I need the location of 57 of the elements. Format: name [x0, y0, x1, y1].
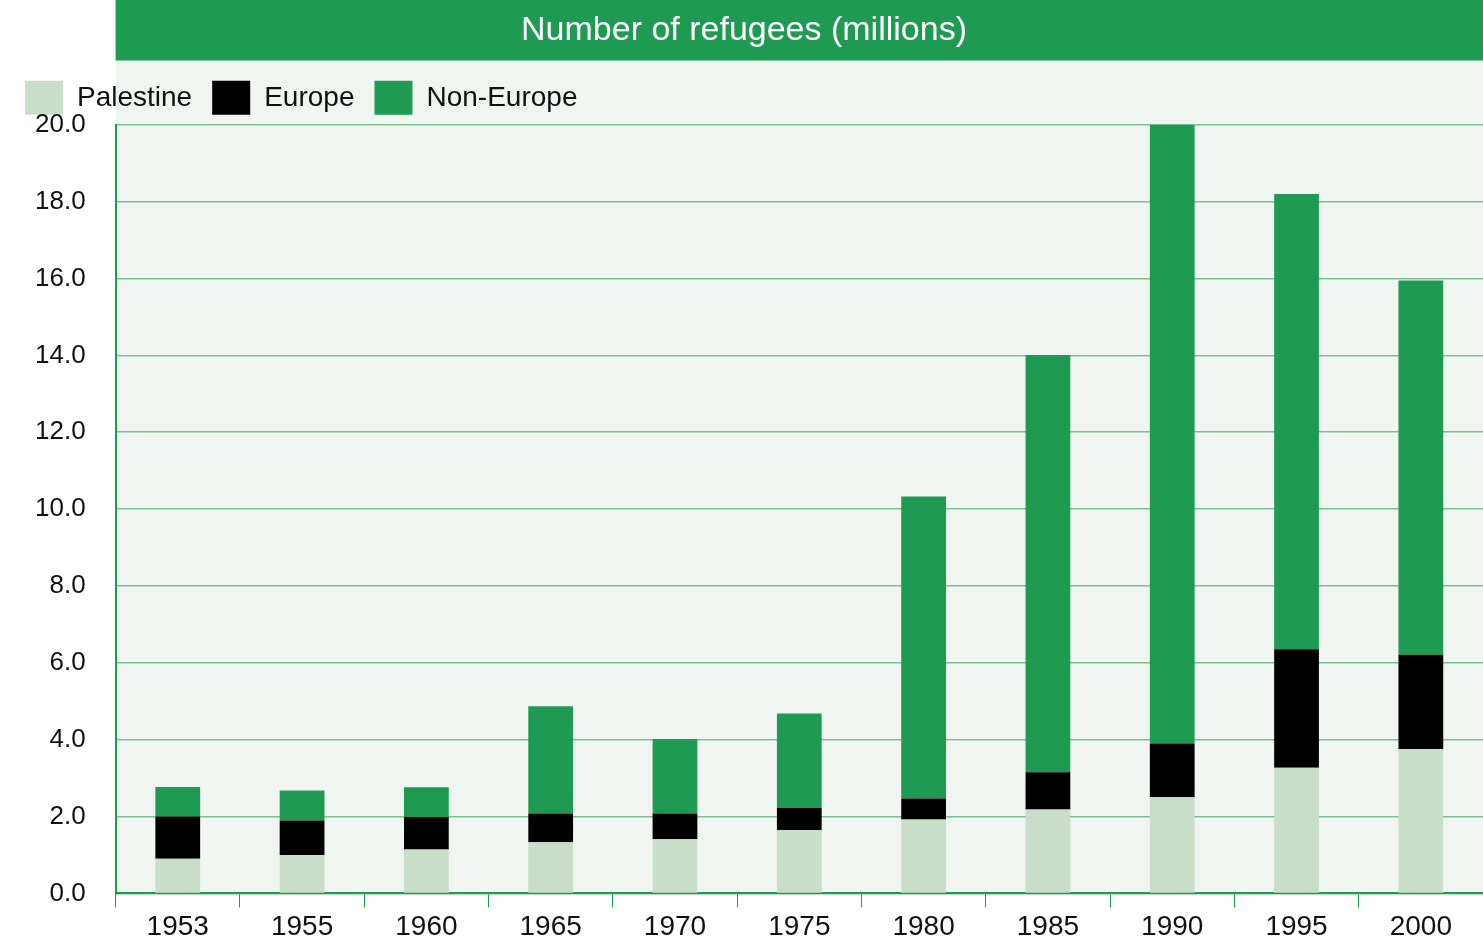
x-tick-label: 1965: [519, 909, 582, 941]
y-tick-label: 12.0: [34, 415, 86, 446]
bar: [528, 842, 574, 893]
bar: [279, 790, 325, 821]
bar: [901, 819, 946, 893]
bar: [155, 858, 201, 893]
x-tick-label: 1960: [395, 909, 458, 941]
bar: [652, 738, 698, 814]
bar: [1274, 767, 1319, 893]
bar: [528, 813, 574, 843]
x-tick-label: 1990: [1141, 909, 1204, 941]
bar: [1274, 649, 1319, 768]
y-tick-label: 0.0: [49, 876, 86, 907]
y-tick-label: 8.0: [49, 569, 86, 600]
bar: [776, 807, 822, 830]
y-tick-label: 10.0: [34, 492, 86, 523]
x-tick-label: 1985: [1016, 909, 1080, 941]
bar: [155, 816, 201, 859]
y-tick-label: 4.0: [49, 722, 86, 753]
x-tick-label: 1955: [270, 909, 334, 941]
x-tick-label: 2000: [1389, 909, 1452, 941]
bar: [1149, 124, 1195, 744]
y-tick-label: 16.0: [34, 261, 86, 292]
chart-title: Number of refugees (millions): [521, 8, 967, 47]
bar: [1274, 193, 1319, 650]
bar: [652, 813, 698, 840]
bar: [404, 787, 449, 817]
y-tick-label: 14.0: [34, 338, 86, 369]
bar: [1398, 280, 1444, 655]
y-tick-label: 6.0: [49, 645, 86, 676]
bar: [1149, 743, 1195, 798]
bar: [776, 829, 822, 893]
bar: [1398, 748, 1444, 893]
x-tick-label: 1970: [643, 909, 707, 941]
x-tick-label: 1980: [892, 909, 955, 941]
y-tick-label: 2.0: [49, 799, 86, 830]
bar: [901, 798, 946, 820]
bar: [776, 713, 822, 808]
bar: [528, 706, 574, 814]
legend-label: Non-Europe: [426, 80, 578, 112]
x-tick-label: 1953: [146, 909, 209, 941]
bar: [1025, 355, 1071, 773]
bar: [1398, 654, 1444, 749]
y-tick-label: 18.0: [34, 184, 86, 215]
bar: [279, 854, 325, 893]
bar: [404, 816, 449, 850]
x-tick-label: 1975: [768, 909, 831, 941]
bar: [1025, 772, 1071, 810]
bar: [652, 839, 698, 893]
bar: [1149, 797, 1195, 893]
bar: [404, 849, 449, 893]
bar: [1025, 809, 1071, 893]
bar: [279, 820, 325, 855]
bar: [155, 786, 201, 817]
legend-label: Europe: [264, 80, 355, 112]
x-tick-label: 1995: [1265, 909, 1328, 941]
bar: [901, 496, 946, 799]
